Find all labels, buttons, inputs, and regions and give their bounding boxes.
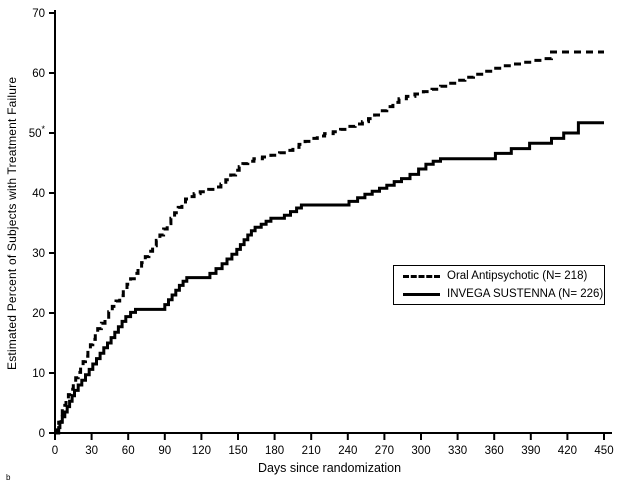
x-tick-label: 30 xyxy=(85,445,98,457)
x-axis-title: Days since randomization xyxy=(257,461,402,475)
legend-entry-invega-sustenna: INVEGA SUSTENNA (N= 226) xyxy=(403,287,604,301)
x-tick-label: 240 xyxy=(338,445,357,457)
y-tick-label: 30 xyxy=(32,248,45,260)
footnote-marker: b xyxy=(6,473,11,482)
x-tick-label: 0 xyxy=(52,445,58,457)
legend-label: INVEGA SUSTENNA (N= 226) xyxy=(447,288,604,300)
dashed-line-sample-icon xyxy=(403,274,440,278)
legend-entry-oral-antipsychotic: Oral Antipsychotic (N= 218) xyxy=(403,269,604,283)
legend-box: Oral Antipsychotic (N= 218) INVEGA SUSTE… xyxy=(393,265,605,305)
series-curve-invega-sustenna xyxy=(55,121,604,435)
legend-label: Oral Antipsychotic (N= 218) xyxy=(447,270,588,282)
series-curve-oral-antipsychotic xyxy=(55,50,604,435)
y-tick-label: 0 xyxy=(39,428,45,440)
x-tick-label: 450 xyxy=(594,445,613,457)
x-tick-label: 150 xyxy=(228,445,247,457)
y-tick-label: 20 xyxy=(32,308,45,320)
x-tick-label: 300 xyxy=(411,445,430,457)
y-tick-label: 70 xyxy=(32,8,45,20)
y-tick-label: 50* xyxy=(29,124,46,140)
y-tick-label: 40 xyxy=(32,188,45,200)
x-tick-label: 420 xyxy=(558,445,577,457)
solid-line-sample-icon xyxy=(403,292,440,296)
y-tick-label: 60 xyxy=(32,68,45,80)
x-tick-label: 60 xyxy=(122,445,135,457)
x-tick-label: 120 xyxy=(192,445,211,457)
y-tick-label: 10 xyxy=(32,368,45,380)
x-tick-label: 210 xyxy=(302,445,321,457)
x-tick-label: 330 xyxy=(448,445,467,457)
x-tick-label: 360 xyxy=(485,445,504,457)
x-tick-label: 180 xyxy=(265,445,284,457)
x-tick-label: 270 xyxy=(375,445,394,457)
x-tick-label: 90 xyxy=(158,445,171,457)
x-tick-label: 390 xyxy=(521,445,540,457)
y-axis-title: Estimated Percent of Subjects with Treat… xyxy=(5,76,19,370)
